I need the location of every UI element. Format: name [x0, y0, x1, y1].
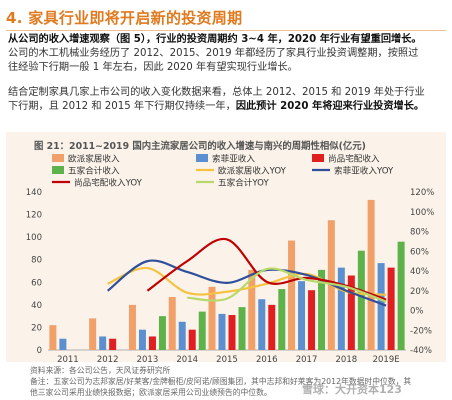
- bar: [109, 338, 117, 350]
- figure-title: 图 21：2011~2019 国内主流家居公司的收入增速与南兴的周期性相似(亿元…: [34, 141, 366, 152]
- y2-tick-label: 0%: [410, 307, 424, 317]
- y-tick-label: 100: [26, 233, 42, 243]
- x-tick-label: 2018: [336, 355, 358, 362]
- paragraph-1-lead: 从公司的收入增速观察（图 5），行业的投资周期约 3~4 年，2020 年行业有…: [8, 34, 422, 45]
- y2-tick-label: -20%: [410, 326, 432, 336]
- bar: [278, 289, 286, 350]
- bar: [178, 321, 186, 350]
- y-tick-label: 40: [31, 301, 42, 311]
- legend-swatch: [196, 154, 208, 162]
- legend-swatch: [52, 154, 64, 162]
- yoy-line: [187, 267, 387, 303]
- bar: [288, 240, 296, 350]
- legend-label: 五家合计收入: [68, 165, 120, 177]
- y2-tick-label: -40%: [410, 346, 432, 356]
- paragraph-2-line-2: 下行期，且 2012 和 2015 年下行期仅持续一年，因此预计 2020 年将…: [8, 100, 446, 114]
- bar: [367, 199, 375, 350]
- bar: [337, 267, 345, 350]
- bar: [188, 329, 196, 350]
- legend-label: 欧派家居收入: [68, 153, 120, 165]
- paragraph-2: 结合定制家具几家上市公司的收入变化数据来看，总体上 2012、2015 和 20…: [8, 86, 446, 114]
- bar: [218, 313, 226, 350]
- bar: [248, 269, 256, 350]
- yoy-line: [106, 259, 387, 307]
- legend-label: 欧派家居收入YOY: [218, 165, 287, 177]
- y2-tick-label: 20%: [410, 287, 429, 297]
- x-tick-label: 2012: [97, 355, 119, 362]
- bar: [397, 241, 405, 350]
- x-tick-label: 2017: [296, 355, 318, 362]
- title-divider: [6, 30, 446, 31]
- x-tick-label: 2015: [216, 355, 238, 362]
- bar: [198, 311, 206, 350]
- bar: [318, 269, 326, 350]
- y-tick-label: 80: [31, 256, 42, 266]
- legend-swatch: [312, 154, 324, 162]
- bar: [238, 307, 246, 350]
- legend-label: 索菲亚收入YOY: [334, 165, 394, 177]
- x-tick-label: 2016: [256, 355, 278, 362]
- legend-label: 尚品宅配收入: [328, 153, 380, 165]
- bar: [228, 315, 236, 350]
- bar: [308, 290, 316, 350]
- footnote-line-1: 备注：五家公司为志邦家居/好莱客/金牌橱柜/皮阿诺/顾图集团，其中志邦和好莱客为…: [30, 377, 412, 386]
- bar: [298, 281, 306, 350]
- x-tick-label: 2011: [57, 355, 79, 362]
- y-tick-label: 20: [31, 323, 42, 333]
- bar: [208, 286, 216, 350]
- bar: [99, 336, 107, 350]
- bar: [347, 275, 355, 350]
- y-tick-label: 0: [37, 346, 42, 356]
- legend-swatch: [52, 166, 64, 174]
- y-tick-label: 60: [31, 278, 42, 288]
- bar: [357, 250, 365, 350]
- legend-label: 尚品宅配收入YOY: [74, 177, 143, 189]
- y-tick-label: 120: [26, 211, 42, 221]
- paragraph-1-line-2: 公司的木工机械业务经历了 2012、2015、2019 年都经历了家具行业投资调…: [8, 48, 419, 60]
- y2-tick-label: 60%: [410, 247, 429, 257]
- revenue-growth-chart: 0 20 40 60 80 100 120 140 -40% -20% 0% 20% 40% 60% 80%…: [26, 153, 435, 363]
- bar: [49, 325, 57, 350]
- section-title: 4. 家具行业即将开启新的投资周期: [6, 9, 243, 27]
- paragraph-2-line-2-a: 下行期，且 2012 和 2015 年下行期仅持续一年，: [8, 101, 236, 113]
- bar: [148, 336, 156, 350]
- y2-tick-label: 120%: [410, 188, 434, 198]
- bar: [377, 263, 385, 350]
- bar: [59, 338, 67, 350]
- paragraph-2-line-1: 结合定制家具几家上市公司的收入变化数据来看，总体上 2012、2015 和 20…: [8, 87, 425, 98]
- bar: [387, 267, 395, 350]
- paragraph-1-line-3: 往经验下行期一般 1 年左右，因此 2020 年有望实现行业增长。: [8, 62, 298, 74]
- bar: [138, 329, 146, 350]
- paragraph-1: 从公司的收入增速观察（图 5），行业的投资周期约 3~4 年，2020 年行业有…: [8, 33, 446, 76]
- legend-label: 索菲亚收入: [212, 153, 255, 165]
- y-tick-label: 140: [26, 188, 42, 198]
- bar: [158, 316, 166, 350]
- paragraph-2-line-2-b: 因此预计 2020 年将迎来行业投资增长。: [235, 101, 425, 113]
- watermark: 雪球：大开资本123: [302, 383, 402, 396]
- y2-tick-label: 80%: [410, 228, 429, 238]
- bar: [128, 304, 136, 350]
- y2-tick-label: 100%: [410, 208, 434, 218]
- x-tick-label: 2019E: [373, 355, 400, 362]
- legend-label: 五家合计YOY: [218, 177, 269, 189]
- y2-tick-label: 40%: [410, 267, 429, 277]
- x-tick-label: 2014: [176, 355, 198, 362]
- bar: [258, 299, 266, 350]
- footnote-line-2: 他三家公司采用业绩快报数据；欧派家居采用公司业绩预告的中位数。: [30, 388, 272, 397]
- source-note: 资料来源：各公司公告，天风证券研究所: [30, 366, 171, 375]
- x-tick-label: 2013: [137, 355, 159, 362]
- bar: [268, 304, 276, 350]
- bar: [89, 318, 97, 350]
- bar: [168, 296, 176, 350]
